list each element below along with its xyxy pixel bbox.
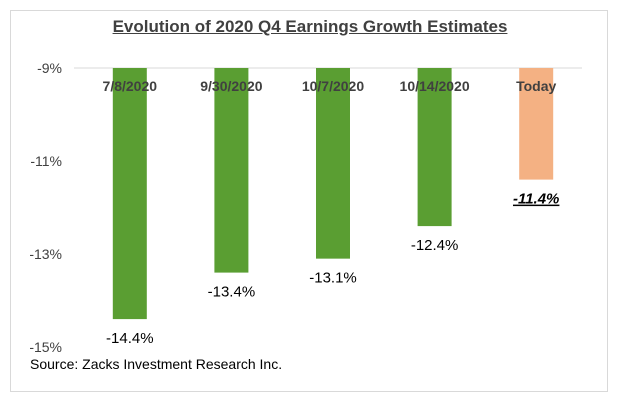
chart-frame [10, 10, 608, 392]
chart-axes: -9% -11% -13% -15% [29, 60, 582, 355]
bar-series [112, 68, 554, 320]
category-label: 10/7/2020 [302, 78, 364, 94]
chart-title: Evolution of 2020 Q4 Earnings Growth Est… [112, 17, 508, 36]
category-label: 7/8/2020 [103, 78, 158, 94]
bar [214, 68, 249, 273]
category-label: 10/14/2020 [400, 78, 470, 94]
bar [112, 68, 147, 320]
y-tick-label: -15% [29, 339, 62, 355]
chart-labels: 7/8/2020 -14.4% 9/30/2020 -13.4% 10/7/2020 -1… [103, 78, 560, 347]
y-tick-label: -9% [37, 60, 62, 76]
data-label: -14.4% [106, 330, 154, 347]
data-label: -12.4% [411, 237, 459, 254]
bar-today [519, 68, 554, 180]
y-tick-label: -11% [30, 153, 62, 169]
data-label-today: -11.4% [513, 191, 559, 208]
data-label: -13.4% [208, 284, 256, 301]
bar [417, 68, 452, 227]
category-label: Today [516, 78, 556, 94]
bar [316, 68, 350, 259]
category-label: 9/30/2020 [200, 78, 262, 94]
y-tick-label: -13% [29, 246, 62, 262]
data-label: -13.1% [309, 270, 357, 287]
source-note: Source: Zacks Investment Research Inc. [30, 356, 283, 372]
